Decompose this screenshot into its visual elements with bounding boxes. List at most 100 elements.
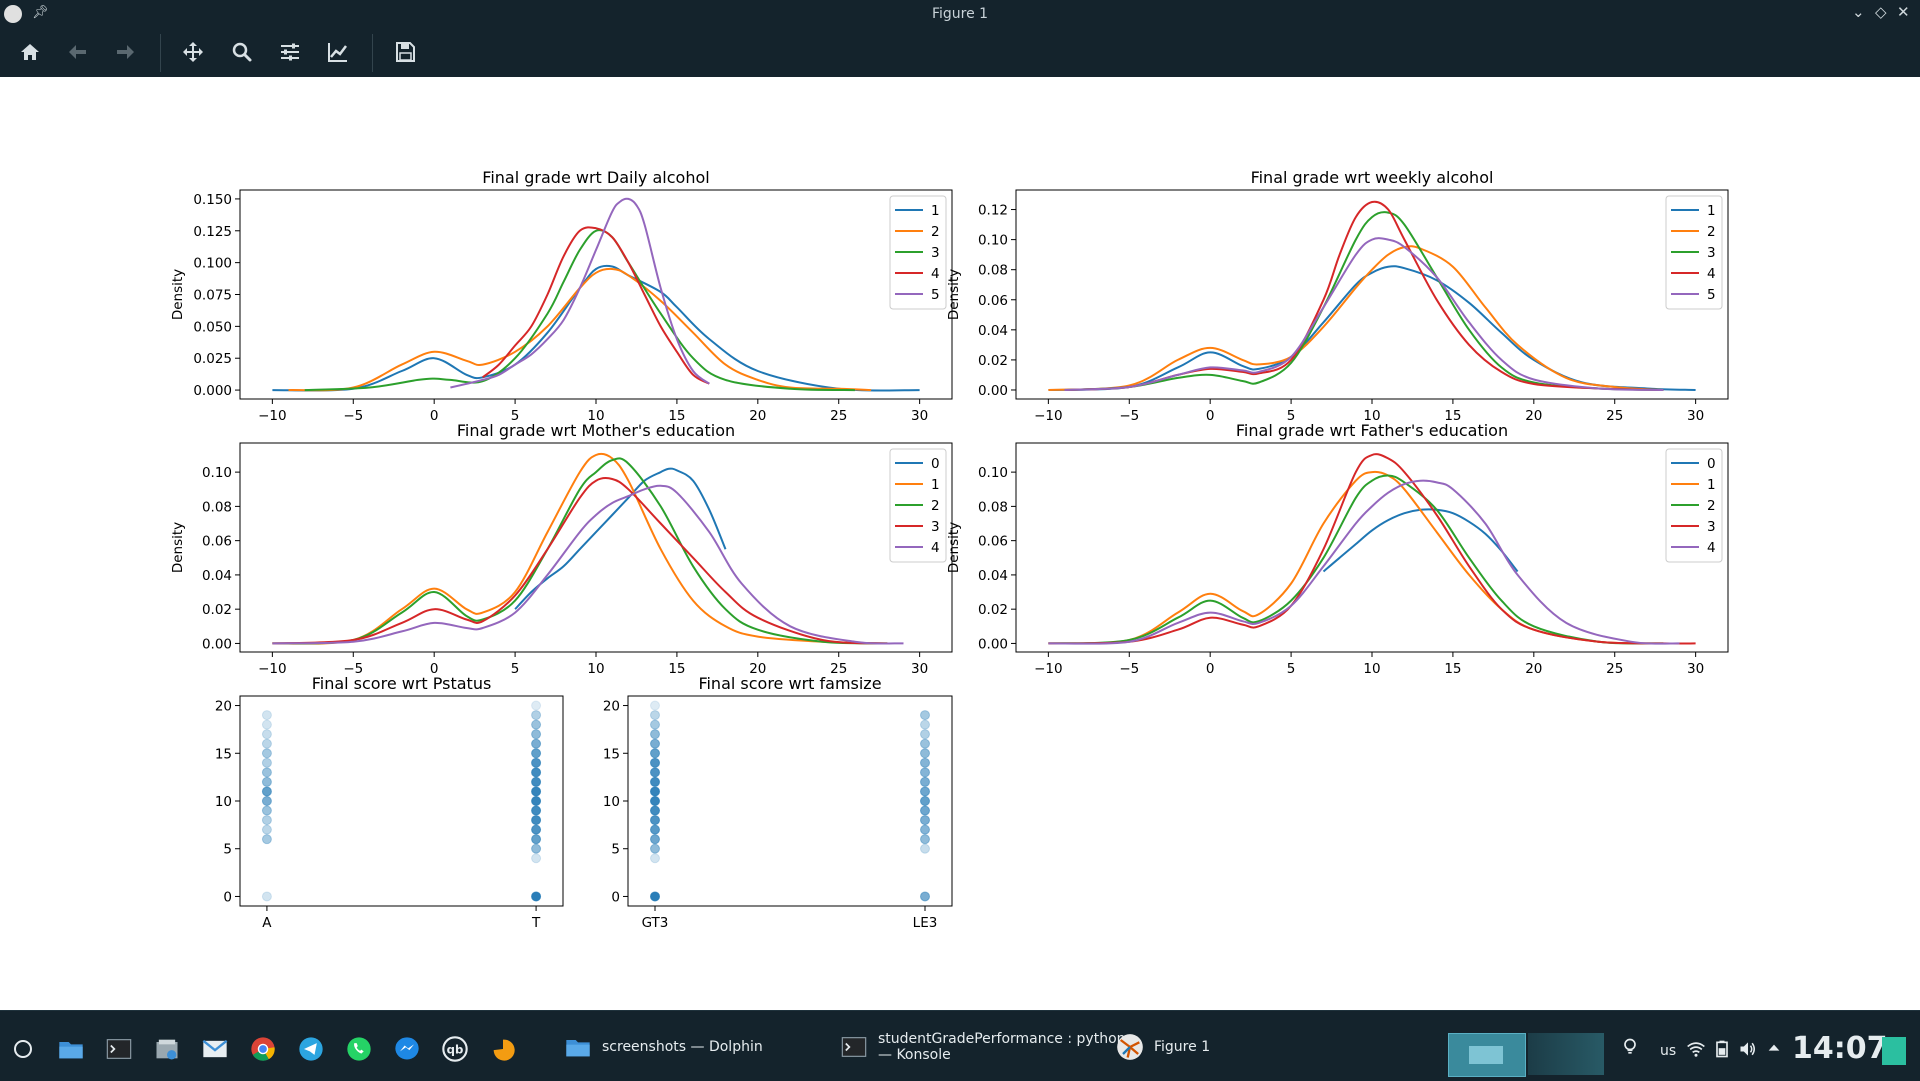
pin-icon[interactable]: 📌︎ bbox=[32, 5, 49, 20]
figure-canvas[interactable]: Final grade wrt Daily alcohol 0.000 0.025 0… bbox=[0, 77, 1920, 1010]
volume-icon[interactable] bbox=[1738, 1039, 1758, 1063]
scatter-point bbox=[650, 719, 660, 730]
legend: 0 1 2 3 4 bbox=[1665, 448, 1723, 563]
files-icon[interactable] bbox=[56, 1034, 86, 1064]
desktop-pager-2[interactable] bbox=[1528, 1033, 1604, 1075]
x-tick-label: 0 bbox=[430, 661, 439, 677]
telegram-icon[interactable] bbox=[296, 1034, 326, 1064]
arrow-right-icon bbox=[117, 45, 134, 59]
close-icon[interactable]: ✕ bbox=[1897, 3, 1910, 21]
whatsapp-icon[interactable] bbox=[344, 1034, 374, 1064]
keyboard-layout[interactable]: us bbox=[1660, 1043, 1677, 1059]
scatter-point bbox=[531, 710, 542, 721]
task-konsole[interactable]: studentGradePerformance : python — Konso… bbox=[840, 1027, 1126, 1067]
qbittorrent-icon[interactable]: qb bbox=[440, 1034, 470, 1064]
scatter-point bbox=[261, 719, 272, 730]
wifi-icon[interactable] bbox=[1686, 1039, 1706, 1063]
battery-icon[interactable] bbox=[1712, 1039, 1732, 1063]
y-tick-label: 0.02 bbox=[978, 602, 1008, 618]
y-tick-label: 0.08 bbox=[978, 499, 1008, 515]
x-tick-label: 20 bbox=[1525, 661, 1542, 677]
chart-title: Final grade wrt Father's education bbox=[1236, 421, 1508, 440]
orange-icon[interactable] bbox=[488, 1034, 518, 1064]
scatter-point bbox=[920, 738, 930, 749]
scatter-point bbox=[650, 796, 660, 806]
save-button[interactable] bbox=[390, 37, 420, 67]
scatter-point bbox=[531, 700, 542, 711]
back-button[interactable] bbox=[63, 37, 93, 67]
scatter-point bbox=[650, 776, 660, 787]
x-tick-label: −5 bbox=[1119, 408, 1139, 424]
x-tick-label: 30 bbox=[1687, 408, 1704, 424]
x-tick-label: 10 bbox=[587, 408, 604, 424]
svg-text:qb: qb bbox=[447, 1043, 464, 1057]
x-tick-label: GT3 bbox=[642, 915, 669, 931]
y-tick-label: 0.00 bbox=[978, 636, 1008, 652]
series-line-1 bbox=[272, 452, 888, 645]
clock[interactable]: 14:07 bbox=[1792, 1031, 1888, 1066]
plot-area bbox=[1048, 453, 1696, 645]
axes-frame bbox=[239, 442, 953, 653]
y-tick-label: 15 bbox=[215, 746, 232, 762]
scatter-point bbox=[261, 815, 272, 826]
scatter-point bbox=[920, 748, 930, 759]
legend-label: 5 bbox=[1707, 287, 1716, 303]
minimize-icon[interactable]: ⌄ bbox=[1852, 3, 1865, 21]
x-tick-label: 5 bbox=[511, 408, 520, 424]
edit-axes-button[interactable] bbox=[323, 37, 353, 67]
scatter-point bbox=[531, 815, 542, 826]
y-tick-label: 0.08 bbox=[202, 499, 232, 515]
series-line-0 bbox=[514, 467, 727, 610]
chart-2: Final grade wrt weekly alcohol 0.00 0.02 0.… bbox=[946, 168, 1729, 424]
taskbar: qb screenshots — Dolphin studentGradePer… bbox=[0, 1010, 1920, 1081]
forward-button[interactable] bbox=[110, 37, 140, 67]
series-line-4 bbox=[1064, 200, 1664, 391]
mail-icon[interactable] bbox=[200, 1034, 230, 1064]
task-figure[interactable]: Figure 1 bbox=[1116, 1027, 1210, 1067]
show-desktop-button[interactable] bbox=[1882, 1037, 1906, 1065]
scatter-point bbox=[650, 738, 660, 749]
tray-expand-icon[interactable] bbox=[1766, 1040, 1782, 1060]
x-tick-label: 30 bbox=[1687, 661, 1704, 677]
maximize-icon[interactable]: ◇ bbox=[1875, 3, 1887, 21]
axes-frame bbox=[627, 695, 953, 907]
home-button[interactable] bbox=[15, 37, 45, 67]
chrome-icon[interactable] bbox=[248, 1034, 278, 1064]
lightbulb-icon[interactable] bbox=[1620, 1037, 1640, 1061]
x-tick-label: −10 bbox=[258, 408, 287, 424]
series-line-2 bbox=[288, 267, 872, 392]
desktop-pager-1[interactable] bbox=[1448, 1033, 1526, 1077]
terminal-icon[interactable] bbox=[104, 1034, 134, 1064]
pan-button[interactable] bbox=[178, 37, 208, 67]
legend-label: 0 bbox=[1707, 456, 1716, 472]
file-manager-icon[interactable] bbox=[152, 1034, 182, 1064]
y-tick-label: 0.025 bbox=[193, 351, 232, 367]
x-tick-label: 10 bbox=[1363, 408, 1380, 424]
configure-subplots-button[interactable] bbox=[275, 37, 305, 67]
scatter-point bbox=[920, 776, 930, 787]
y-tick-label: 5 bbox=[223, 842, 232, 858]
move-icon bbox=[183, 42, 203, 62]
messenger-icon[interactable] bbox=[392, 1034, 422, 1064]
scatter-point bbox=[650, 700, 660, 711]
scatter-point bbox=[531, 834, 542, 845]
scatter-point bbox=[261, 738, 272, 749]
legend: 1 2 3 4 5 bbox=[889, 195, 947, 310]
x-tick-label: 20 bbox=[1525, 408, 1542, 424]
scatter-point bbox=[920, 757, 930, 768]
x-tick-label: 15 bbox=[668, 408, 685, 424]
y-tick-label: 0.04 bbox=[978, 323, 1008, 339]
y-tick-label: 20 bbox=[215, 699, 232, 715]
series-line-5 bbox=[1064, 237, 1664, 391]
series-line-2 bbox=[272, 457, 888, 645]
chart-title: Final grade wrt Mother's education bbox=[457, 421, 735, 440]
scatter-point bbox=[920, 710, 930, 721]
scatter-point bbox=[650, 853, 660, 864]
scatter-point bbox=[650, 843, 660, 854]
zoom-button[interactable] bbox=[227, 37, 257, 67]
x-tick-label: 15 bbox=[668, 661, 685, 677]
toolbar-separator bbox=[372, 34, 373, 72]
launcher-icon[interactable] bbox=[8, 1034, 38, 1064]
task-dolphin[interactable]: screenshots — Dolphin bbox=[564, 1027, 763, 1067]
x-tick-label: −10 bbox=[258, 661, 287, 677]
